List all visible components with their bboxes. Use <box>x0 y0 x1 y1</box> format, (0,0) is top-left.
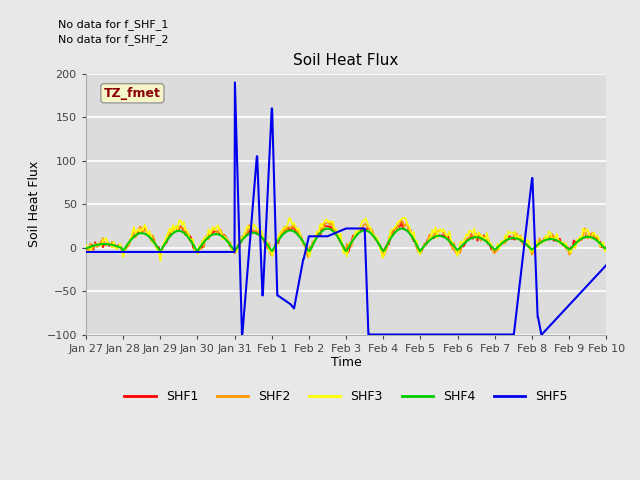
X-axis label: Time: Time <box>331 356 362 369</box>
Text: No data for f_SHF_1: No data for f_SHF_1 <box>58 19 168 30</box>
Text: No data for f_SHF_2: No data for f_SHF_2 <box>58 34 168 45</box>
Text: TZ_fmet: TZ_fmet <box>104 87 161 100</box>
Y-axis label: Soil Heat Flux: Soil Heat Flux <box>28 161 41 247</box>
Title: Soil Heat Flux: Soil Heat Flux <box>293 53 399 68</box>
Legend: SHF1, SHF2, SHF3, SHF4, SHF5: SHF1, SHF2, SHF3, SHF4, SHF5 <box>120 385 573 408</box>
